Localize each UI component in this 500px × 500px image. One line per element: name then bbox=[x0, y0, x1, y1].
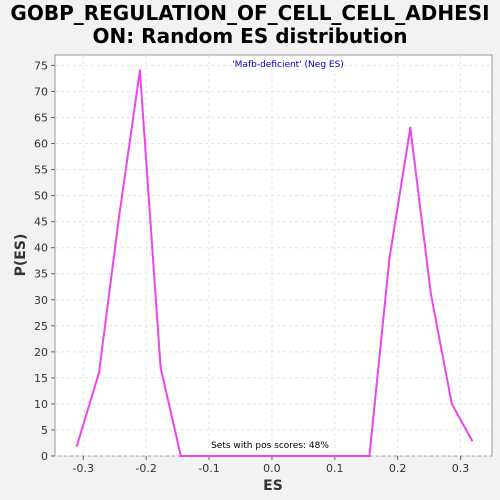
y-tick-label: 25 bbox=[34, 320, 48, 333]
data-point bbox=[368, 454, 371, 458]
y-tick-label: 10 bbox=[34, 398, 48, 411]
y-tick-label: 20 bbox=[34, 346, 48, 359]
x-tick-label: 0.3 bbox=[452, 462, 470, 475]
series-layer bbox=[75, 69, 474, 458]
x-tick-label: -0.1 bbox=[198, 462, 219, 475]
annotation-bottom: Sets with pos scores: 48% bbox=[211, 441, 329, 451]
grid-lines bbox=[55, 55, 492, 457]
series-line bbox=[76, 70, 473, 457]
annotation-top: 'Mafb-deficient' (Neg ES) bbox=[232, 60, 344, 70]
data-point bbox=[429, 293, 433, 296]
y-tick-label: 15 bbox=[34, 372, 48, 385]
x-tick-label: -0.3 bbox=[73, 462, 94, 475]
y-tick-label: 0 bbox=[41, 450, 48, 463]
y-tick-label: 50 bbox=[34, 190, 48, 203]
x-tick-label: 0.0 bbox=[263, 462, 281, 475]
y-tick-label: 40 bbox=[34, 242, 48, 255]
data-point bbox=[75, 444, 79, 447]
data-point bbox=[138, 69, 142, 72]
data-point bbox=[117, 215, 121, 218]
y-tick-label: 70 bbox=[34, 85, 48, 98]
y-tick-label: 55 bbox=[34, 164, 48, 177]
x-axis-label: ES bbox=[263, 478, 283, 494]
data-point bbox=[159, 366, 162, 369]
x-tick-label: -0.2 bbox=[135, 462, 156, 475]
y-tick-label: 5 bbox=[41, 424, 48, 437]
axis-ticks: 0 5 10 15 20 25 30 35 40 45 50 55 60 65 70 75 -0.3 -0.2 -0… bbox=[34, 59, 469, 475]
y-axis-label: P(ES) bbox=[13, 234, 29, 277]
data-point bbox=[450, 402, 453, 406]
data-point bbox=[388, 256, 391, 260]
chart-title: GOBP_REGULATION_OF_CELL_CELL_ADHESI ON: … bbox=[10, 1, 490, 48]
y-tick-label: 65 bbox=[34, 111, 48, 124]
x-tick-label: 0.2 bbox=[389, 462, 407, 475]
data-point bbox=[97, 371, 101, 374]
y-tick-label: 35 bbox=[34, 268, 48, 281]
y-tick-label: 75 bbox=[34, 59, 48, 72]
y-tick-label: 45 bbox=[34, 216, 48, 229]
data-point bbox=[409, 126, 412, 130]
data-point bbox=[179, 454, 182, 458]
y-tick-label: 30 bbox=[34, 294, 48, 307]
x-tick-label: 0.1 bbox=[326, 462, 344, 475]
data-point bbox=[470, 439, 474, 442]
y-tick-label: 60 bbox=[34, 138, 48, 151]
